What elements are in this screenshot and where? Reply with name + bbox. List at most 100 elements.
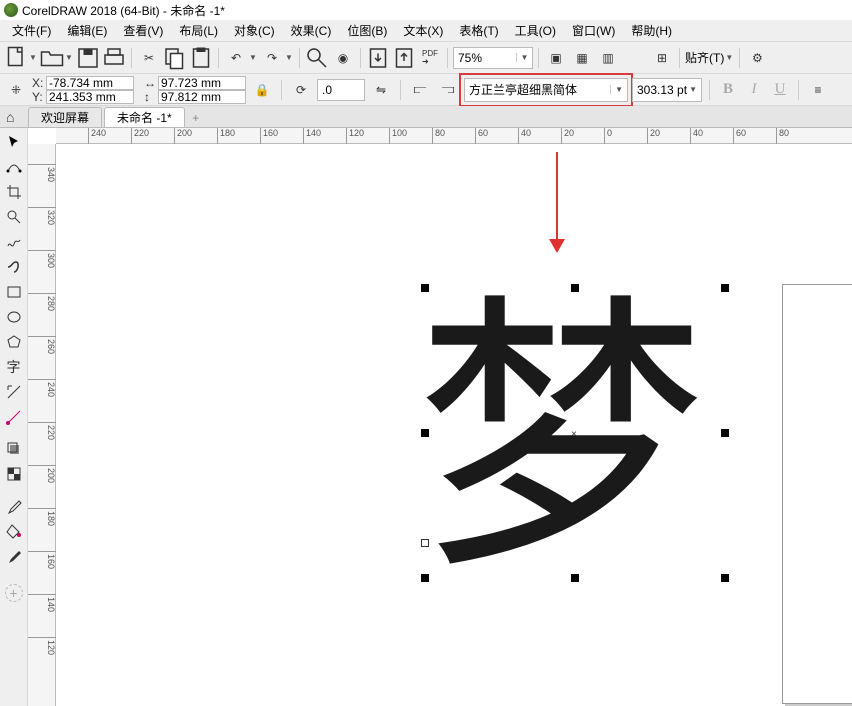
tab-document[interactable]: 未命名 -1* xyxy=(104,107,185,127)
save-button[interactable] xyxy=(76,46,100,70)
bold-button[interactable]: B xyxy=(717,79,739,101)
text-object[interactable]: 梦 xyxy=(416,294,706,584)
lock-ratio-button[interactable]: 🔒 xyxy=(250,78,274,102)
underline-button[interactable]: U xyxy=(769,79,791,101)
font-family-combo[interactable]: 方正兰亭超细黑简体 ▼ xyxy=(464,78,628,102)
cut-button[interactable]: ✂ xyxy=(137,46,161,70)
selection-handle[interactable] xyxy=(721,574,729,582)
open-button[interactable]: ▼ xyxy=(40,46,74,70)
align-h-button[interactable]: ⫍ xyxy=(408,78,432,102)
shape-tool[interactable] xyxy=(2,155,26,179)
ruler-horizontal: 2402202001801601401201008060402002040608… xyxy=(56,128,852,144)
paste-button[interactable] xyxy=(189,46,213,70)
fullscreen-button[interactable]: ▣ xyxy=(544,46,568,70)
rectangle-tool[interactable] xyxy=(2,280,26,304)
pick-tool[interactable] xyxy=(2,130,26,154)
pdf-button[interactable]: PDF➜ xyxy=(418,46,442,70)
menu-window[interactable]: 窗口(W) xyxy=(564,20,623,41)
menu-edit[interactable]: 编辑(E) xyxy=(59,20,115,41)
undo-button[interactable]: ↶▼ xyxy=(224,46,258,70)
zoom-combo[interactable]: ▼ xyxy=(453,47,533,69)
h-input[interactable]: 97.812 mm xyxy=(158,90,246,104)
ellipse-tool[interactable] xyxy=(2,305,26,329)
home-icon[interactable]: ⌂ xyxy=(6,109,14,125)
artistic-tool[interactable] xyxy=(2,255,26,279)
document-tabs: ◀ ⌂ 欢迎屏幕 未命名 -1* + xyxy=(0,106,852,128)
options-button[interactable]: ⚙ xyxy=(745,46,769,70)
selection-center-icon[interactable]: × xyxy=(571,429,581,439)
menu-view[interactable]: 查看(V) xyxy=(115,20,171,41)
menu-table[interactable]: 表格(T) xyxy=(451,20,506,41)
selection-handle[interactable] xyxy=(571,284,579,292)
size-dropdown-icon[interactable]: ▼ xyxy=(689,85,697,94)
selection-handle[interactable] xyxy=(721,284,729,292)
zoom-dropdown-icon[interactable]: ▼ xyxy=(516,53,532,62)
dropshadow-tool[interactable] xyxy=(2,437,26,461)
font-size-combo[interactable]: 303.13 pt ▼ xyxy=(632,78,702,102)
menu-effect[interactable]: 效果(C) xyxy=(283,20,340,41)
tab-welcome[interactable]: 欢迎屏幕 xyxy=(28,107,102,127)
menu-help[interactable]: 帮助(H) xyxy=(623,20,680,41)
canvas-area: 2402202001801601401201008060402002040608… xyxy=(28,128,852,706)
w-input[interactable]: 97.723 mm xyxy=(158,76,246,90)
menu-object[interactable]: 对象(C) xyxy=(226,20,283,41)
selection-handle[interactable] xyxy=(421,284,429,292)
menu-bitmap[interactable]: 位图(B) xyxy=(339,20,395,41)
menu-text[interactable]: 文本(X) xyxy=(395,20,451,41)
h-icon: ↕ xyxy=(144,90,158,104)
search-button[interactable] xyxy=(305,46,329,70)
selection-handle[interactable] xyxy=(571,574,579,582)
print-button[interactable] xyxy=(102,46,126,70)
y-input[interactable]: 241.353 mm xyxy=(46,90,134,104)
freehand-tool[interactable] xyxy=(2,230,26,254)
y-label: Y: xyxy=(32,90,46,104)
new-button[interactable]: ▼ xyxy=(4,46,38,70)
import-button[interactable] xyxy=(366,46,390,70)
fill-tool[interactable] xyxy=(2,519,26,543)
rotate-icon: ⟳ xyxy=(289,78,313,102)
font-dropdown-icon[interactable]: ▼ xyxy=(610,85,623,94)
x-label: X: xyxy=(32,76,46,90)
selection-handle[interactable] xyxy=(421,574,429,582)
ruler-vertical: 340320300280260240220200180160140120 xyxy=(28,144,56,706)
transparency-tool[interactable] xyxy=(2,462,26,486)
app-logo-icon xyxy=(4,3,18,17)
snap-dropdown[interactable]: ⊞ xyxy=(650,46,674,70)
italic-button[interactable]: I xyxy=(743,79,765,101)
rotation-input[interactable] xyxy=(317,79,365,101)
outline-tool[interactable] xyxy=(2,544,26,568)
eyedropper-tool[interactable] xyxy=(2,494,26,518)
annotation-arrow-line xyxy=(556,152,558,242)
export-button[interactable] xyxy=(392,46,416,70)
zoom-input[interactable] xyxy=(454,51,516,65)
tab-add-button[interactable]: + xyxy=(187,109,205,127)
menu-file[interactable]: 文件(F) xyxy=(4,20,59,41)
redo-button[interactable]: ↷▼ xyxy=(260,46,294,70)
menu-tools[interactable]: 工具(O) xyxy=(507,20,564,41)
selection-side-handle[interactable] xyxy=(721,429,729,437)
align-v-button[interactable]: ⫎ xyxy=(436,78,460,102)
window-title: CorelDRAW 2018 (64-Bit) - 未命名 -1* xyxy=(22,2,225,19)
selection-extra-handle[interactable] xyxy=(421,539,429,547)
x-input[interactable]: -78.734 mm xyxy=(46,76,134,90)
zoom-tool[interactable] xyxy=(2,205,26,229)
snap-to[interactable]: 贴齐(T)▼ xyxy=(685,46,734,70)
selection-side-handle[interactable] xyxy=(421,429,429,437)
text-tool[interactable]: 字 xyxy=(2,355,26,379)
title-bar: CorelDRAW 2018 (64-Bit) - 未命名 -1* xyxy=(0,0,852,20)
crop-tool[interactable] xyxy=(2,180,26,204)
grid-button[interactable]: ▦ xyxy=(570,46,594,70)
page-boundary xyxy=(782,284,852,704)
menu-layout[interactable]: 布局(L) xyxy=(171,20,226,41)
mirror-h-button[interactable]: ⇋ xyxy=(369,78,393,102)
guides-button[interactable]: ▥ xyxy=(596,46,620,70)
add-tool[interactable]: + xyxy=(5,584,23,602)
text-align-button[interactable]: ≡ xyxy=(806,78,830,102)
copy-button[interactable] xyxy=(163,46,187,70)
parallel-tool[interactable] xyxy=(2,380,26,404)
connector-tool[interactable] xyxy=(2,405,26,429)
canvas[interactable]: 梦 × xyxy=(56,144,852,706)
w-icon: ↔ xyxy=(144,76,158,90)
polygon-tool[interactable] xyxy=(2,330,26,354)
launch-button[interactable]: ◉ xyxy=(331,46,355,70)
